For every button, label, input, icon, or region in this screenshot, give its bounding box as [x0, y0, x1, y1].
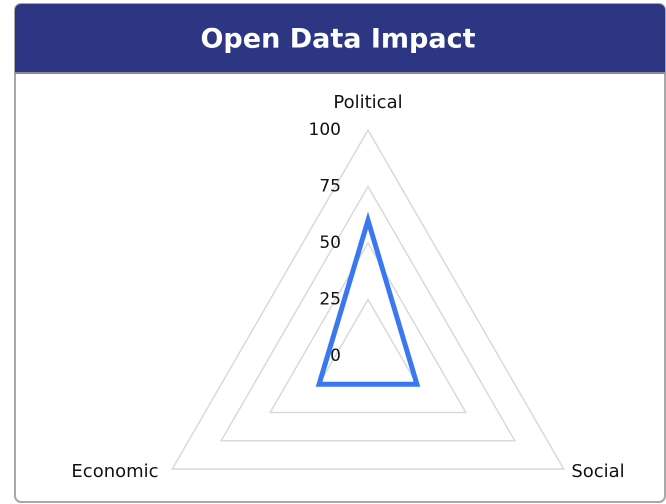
header [15, 4, 665, 72]
grid-ring [170, 128, 566, 470]
tick-label: 50 [319, 233, 341, 253]
axis-label: Political [333, 92, 402, 113]
tick-label: 100 [309, 120, 341, 140]
grid-ring [219, 184, 517, 442]
tick-label: 25 [319, 290, 341, 310]
tick-label: 0 [330, 346, 341, 366]
tick-label: 75 [319, 177, 341, 197]
grid-ring [268, 241, 468, 414]
axis-label: Social [571, 461, 624, 482]
axis-label: Economic [71, 461, 158, 482]
radar-line [315, 211, 421, 387]
panel [14, 3, 666, 503]
chart-title: Open Data Impact [200, 24, 475, 55]
